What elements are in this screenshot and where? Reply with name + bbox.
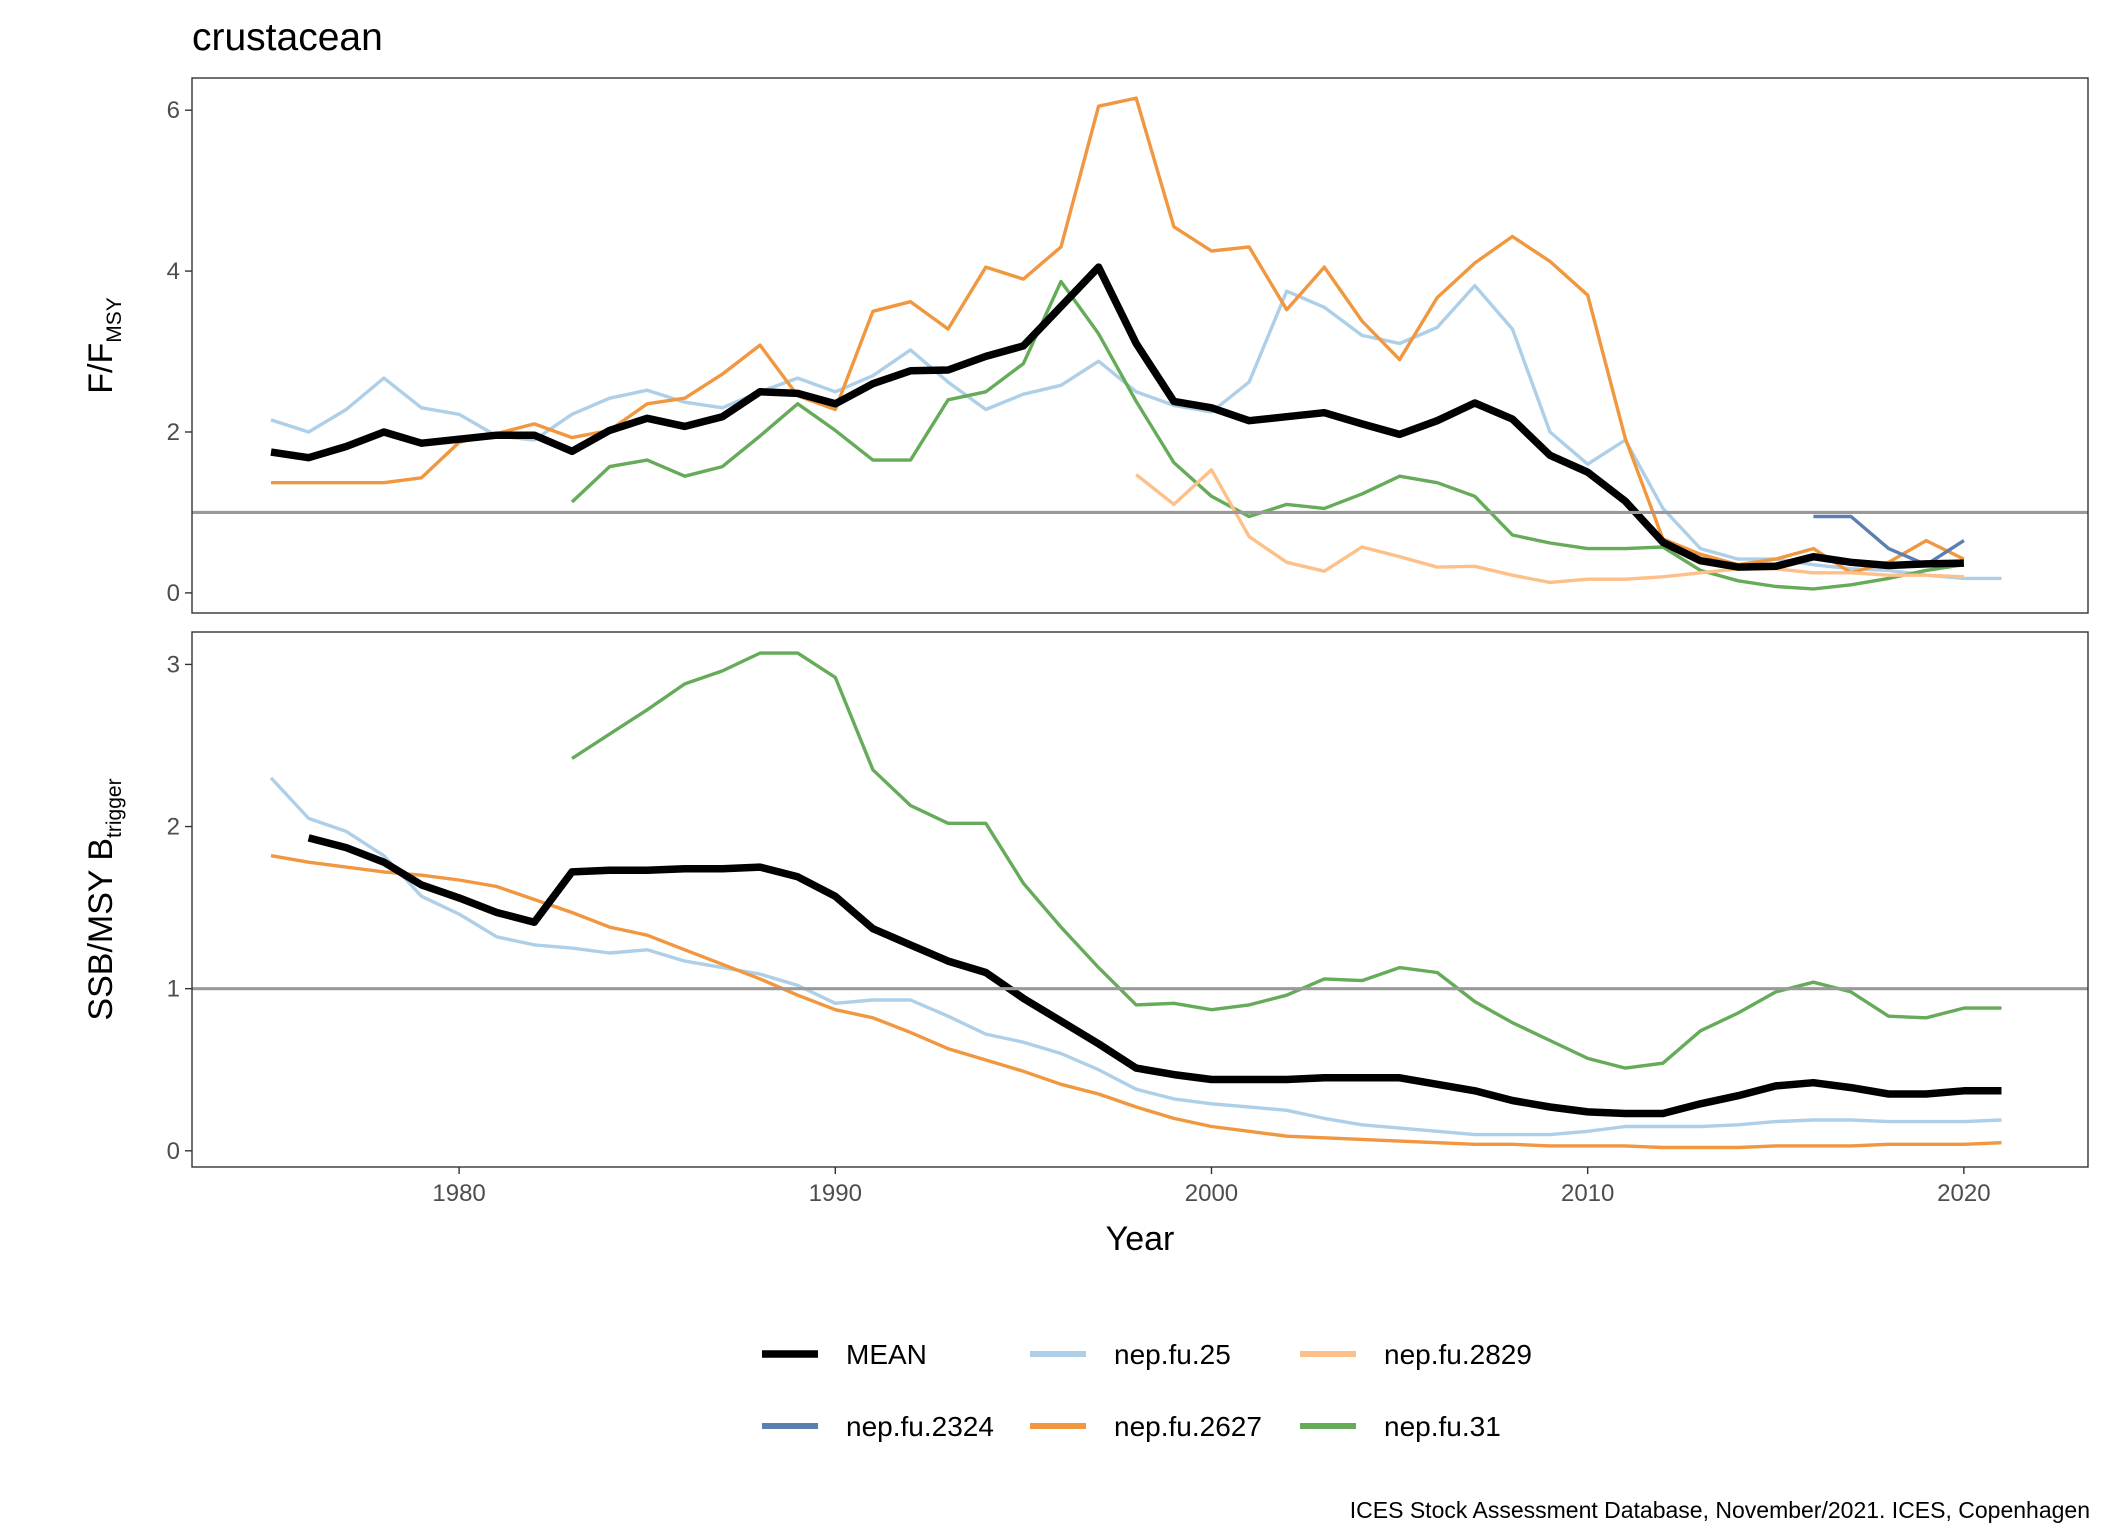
f-series-nep-fu-31 [570,279,1965,591]
f-y-axis-title-sub: MSY [103,297,126,343]
ssb-y-tick-label: 2 [167,814,180,841]
f-y-tick-label: 6 [167,97,180,124]
ssb-series-nep-fu-25 [269,776,2002,1137]
x-tick-label: 1980 [432,1180,485,1207]
legend-item-nep-fu-31: nep.fu.31 [1300,1411,1501,1442]
ssb-y-axis-title-main: SSB/MSY B [82,838,120,1021]
x-tick-label: 2010 [1561,1180,1614,1207]
legend-item-nep-fu-25: nep.fu.25 [1030,1339,1231,1370]
legend-label-nep-fu-31: nep.fu.31 [1384,1411,1501,1442]
legend-item-nep-fu-2627: nep.fu.2627 [1030,1411,1262,1442]
f-y-axis-title-main: F/F [82,343,120,394]
ssb-series-nep-fu-2627 [270,854,2002,1150]
ssb-series-mean [307,834,2002,1118]
source-caption: ICES Stock Assessment Database, November… [1350,1497,2090,1523]
x-tick-label: 2000 [1185,1180,1238,1207]
legend-label-mean: MEAN [846,1339,927,1370]
panel-f: 0 2 4 6 F/FMSY [82,77,2089,614]
legend-item-mean: MEAN [762,1339,927,1370]
f-series-nep-fu-25 [270,283,2002,581]
f-y-tick-label: 0 [167,580,180,607]
legend-label-nep-fu-2627: nep.fu.2627 [1114,1411,1262,1442]
ssb-y-tick-label: 3 [167,651,180,678]
legend-label-nep-fu-2829: nep.fu.2829 [1384,1339,1532,1370]
legend-label-nep-fu-25: nep.fu.25 [1114,1339,1231,1370]
ssb-y-tick-label: 1 [167,976,180,1003]
f-series-nep-fu-2627 [271,96,1965,575]
legend-label-nep-fu-2324: nep.fu.2324 [846,1411,994,1442]
ssb-y-tick-label: 0 [167,1138,180,1165]
f-series-group [270,96,2002,591]
f-y-tick-label: 4 [167,258,180,285]
legend: MEAN nep.fu.25 nep.fu.2829 nep.fu.2324 nep.f… [762,1339,1532,1442]
f-series-mean [270,263,1964,571]
x-tick-label: 1990 [809,1180,862,1207]
ssb-series-nep-fu-31 [571,651,2002,1070]
f-y-axis: 0 2 4 6 [167,97,192,607]
legend-item-nep-fu-2829: nep.fu.2829 [1300,1339,1532,1370]
ssb-y-axis-title: SSB/MSY Btrigger [82,778,126,1020]
chart-title: crustacean [192,16,383,59]
f-series-nep-fu-2324 [1813,514,1965,567]
ssb-y-axis: 0 1 2 3 [167,651,192,1165]
f-series-nep-fu-2829 [1135,468,1964,585]
ssb-series-group [269,651,2002,1150]
f-panel-frame [191,77,2089,614]
ssb-panel-frame [191,631,2089,1168]
f-y-tick-label: 2 [167,419,180,446]
ssb-y-axis-title-sub: trigger [103,778,126,838]
x-tick-label: 2020 [1937,1180,1990,1207]
x-axis: 1980 1990 2000 2010 2020 [432,1167,1991,1207]
legend-item-nep-fu-2324: nep.fu.2324 [762,1411,994,1442]
panel-ssb: 0 1 2 3 SSB/MSY Btrigger [82,631,2089,1168]
x-axis-title: Year [1106,1220,1175,1258]
f-y-axis-title: F/FMSY [82,297,126,394]
